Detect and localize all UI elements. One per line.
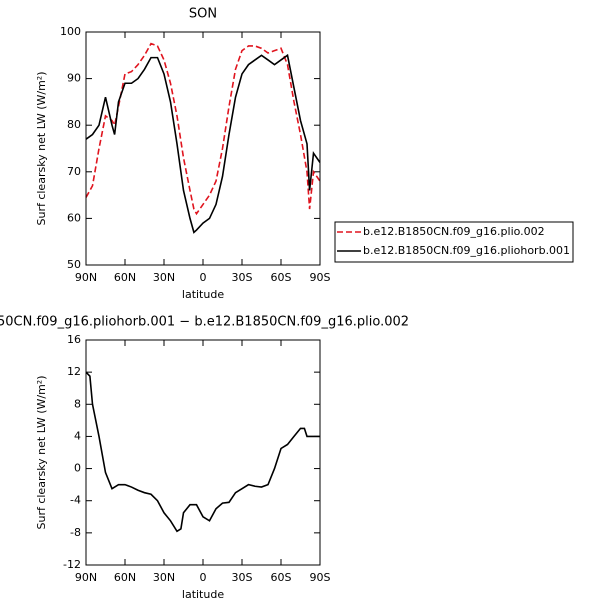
x-tick-label: 60N bbox=[114, 271, 136, 284]
x-tick-label: 30S bbox=[232, 271, 253, 284]
x-tick-label: 90S bbox=[310, 271, 331, 284]
x-axis-label: latitude bbox=[182, 588, 224, 601]
x-tick-label: 0 bbox=[200, 271, 207, 284]
data-line bbox=[85, 371, 320, 533]
x-tick-label: 0 bbox=[200, 571, 207, 584]
y-tick-label: 100 bbox=[60, 25, 81, 38]
x-tick-label: 30N bbox=[153, 571, 175, 584]
y-tick-label: 0 bbox=[74, 462, 81, 475]
x-tick-label: 30N bbox=[153, 271, 175, 284]
legend-label: b.e12.B1850CN.f09_g16.plio.002 bbox=[363, 225, 545, 238]
data-line bbox=[85, 42, 321, 216]
plot-frame bbox=[85, 339, 321, 566]
y-axis-label: Surf clearsky net LW (W/m²) bbox=[35, 375, 48, 529]
y-tick-label: 16 bbox=[67, 333, 81, 346]
legend-box bbox=[334, 221, 574, 263]
x-tick-label: 90S bbox=[310, 571, 331, 584]
data-line bbox=[85, 53, 321, 234]
y-tick-label: -12 bbox=[63, 558, 81, 571]
chart-title: 50CN.f09_g16.pliohorb.001 − b.e12.B1850C… bbox=[0, 315, 409, 330]
y-tick-label: 4 bbox=[74, 429, 81, 442]
x-tick-label: 90N bbox=[75, 271, 97, 284]
y-tick-label: 90 bbox=[67, 72, 81, 85]
plot-frame bbox=[85, 31, 321, 266]
chart-title: SON bbox=[189, 7, 217, 22]
x-tick-label: 30S bbox=[232, 571, 253, 584]
y-tick-label: 50 bbox=[67, 258, 81, 271]
x-tick-label: 60S bbox=[271, 571, 292, 584]
y-tick-label: -4 bbox=[70, 494, 81, 507]
y-tick-label: -8 bbox=[70, 526, 81, 539]
y-tick-label: 12 bbox=[67, 365, 81, 378]
y-tick-label: 8 bbox=[74, 397, 81, 410]
legend-label: b.e12.B1850CN.f09_g16.pliohorb.001 bbox=[363, 244, 570, 257]
y-tick-label: 60 bbox=[67, 211, 81, 224]
y-tick-label: 70 bbox=[67, 165, 81, 178]
x-tick-label: 60N bbox=[114, 571, 136, 584]
x-tick-label: 60S bbox=[271, 271, 292, 284]
y-axis-label: Surf clearsky net LW (W/m²) bbox=[35, 71, 48, 225]
x-axis-label: latitude bbox=[182, 288, 224, 301]
x-tick-label: 90N bbox=[75, 571, 97, 584]
y-tick-label: 80 bbox=[67, 118, 81, 131]
